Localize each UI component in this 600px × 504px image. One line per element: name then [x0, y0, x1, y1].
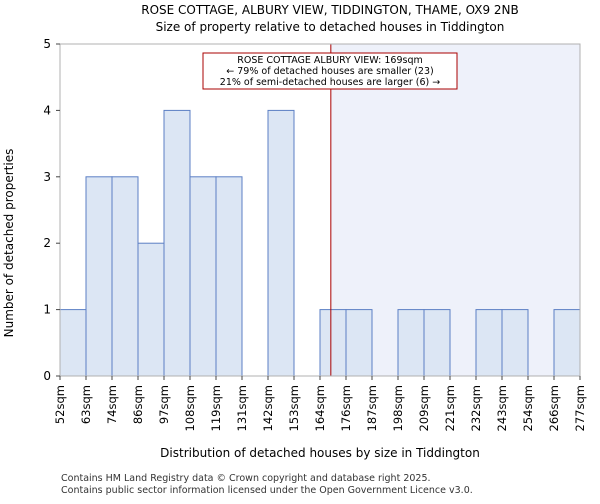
x-tick-label: 63sqm	[79, 385, 93, 424]
chart-title: ROSE COTTAGE, ALBURY VIEW, TIDDINGTON, T…	[141, 3, 519, 17]
annotation-line: 21% of semi-detached houses are larger (…	[220, 77, 440, 88]
y-tick-label: 5	[43, 37, 51, 51]
x-tick-label: 209sqm	[417, 385, 431, 431]
x-tick-label: 221sqm	[443, 385, 457, 431]
x-tick-label: 232sqm	[469, 385, 483, 431]
histogram-bar	[397, 309, 425, 377]
histogram-bar	[85, 176, 113, 377]
y-axis-label: Number of detached properties	[2, 149, 16, 338]
x-tick-label: 97sqm	[157, 385, 171, 424]
y-tick-label: 0	[43, 369, 51, 383]
x-axis-label: Distribution of detached houses by size …	[160, 446, 480, 460]
histogram-bar	[137, 242, 165, 377]
histogram-bar	[59, 309, 87, 377]
x-tick-label: 266sqm	[547, 385, 561, 431]
x-tick-label: 74sqm	[105, 385, 119, 424]
histogram-bar	[189, 176, 217, 377]
x-tick-label: 153sqm	[287, 385, 301, 431]
y-tick-label: 3	[43, 170, 51, 184]
x-tick-label: 142sqm	[261, 385, 275, 431]
x-tick-label: 52sqm	[53, 385, 67, 424]
annotation-line: ROSE COTTAGE ALBURY VIEW: 169sqm	[237, 55, 422, 66]
x-tick-label: 131sqm	[235, 385, 249, 431]
x-tick-label: 187sqm	[365, 385, 379, 431]
x-tick-label: 176sqm	[339, 385, 353, 431]
histogram-bar	[215, 176, 243, 377]
annotation-line: ← 79% of detached houses are smaller (23…	[226, 66, 433, 77]
x-tick-label: 164sqm	[313, 385, 327, 431]
x-tick-label: 108sqm	[183, 385, 197, 431]
histogram-bar	[267, 109, 295, 377]
x-tick-label: 198sqm	[391, 385, 405, 431]
histogram-bar	[501, 309, 529, 377]
y-tick-label: 4	[43, 103, 51, 117]
histogram-bar	[319, 309, 347, 377]
histogram-bar	[111, 176, 139, 377]
y-tick-label: 1	[43, 303, 51, 317]
x-tick-label: 254sqm	[521, 385, 535, 431]
histogram-bar	[345, 309, 373, 377]
annotation-box	[202, 52, 458, 90]
histogram-bar	[553, 309, 581, 377]
histogram-bar	[423, 309, 451, 377]
footer-line-2: Contains public sector information licen…	[61, 485, 473, 496]
footer-line-1: Contains HM Land Registry data © Crown c…	[61, 473, 431, 484]
x-tick-label: 243sqm	[495, 385, 509, 431]
histogram-bar	[475, 309, 503, 377]
x-tick-label: 86sqm	[131, 385, 145, 424]
histogram-bar	[163, 109, 191, 377]
y-tick-label: 2	[43, 236, 51, 250]
x-tick-label: 277sqm	[573, 385, 587, 431]
x-tick-label: 119sqm	[209, 385, 223, 431]
chart-subtitle: Size of property relative to detached ho…	[156, 20, 505, 34]
